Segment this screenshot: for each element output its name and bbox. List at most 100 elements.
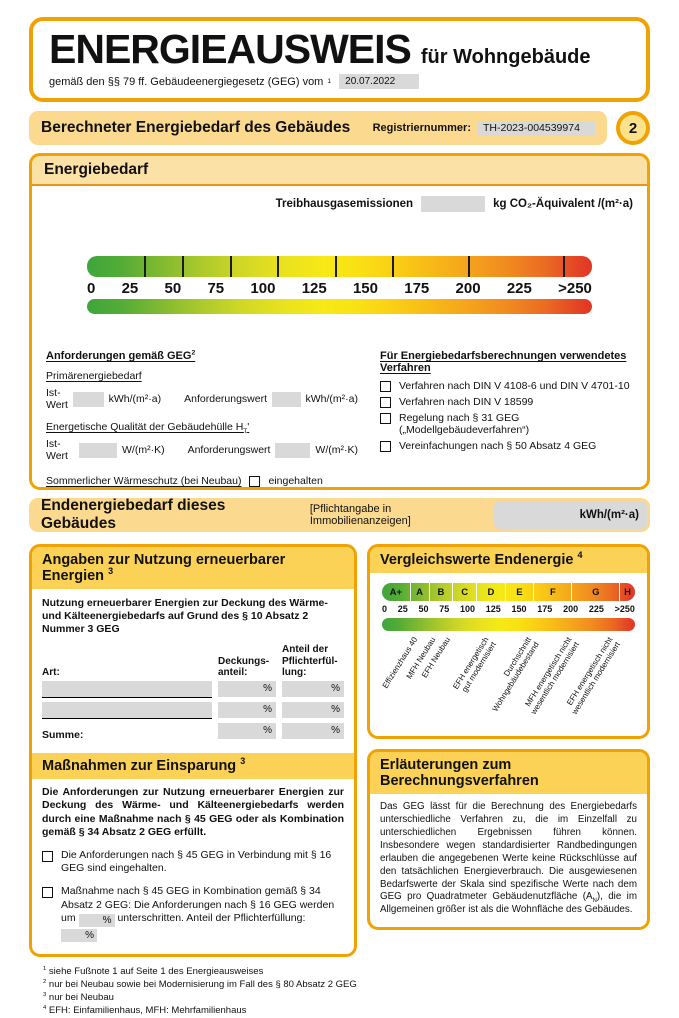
anforderungswert-label: Anforderungswert bbox=[184, 393, 268, 405]
summe-label: Summe: bbox=[42, 728, 84, 741]
scale-label: 50 bbox=[418, 604, 429, 614]
scale-label: 150 bbox=[352, 279, 378, 297]
pflichterfuellung-field-row2[interactable]: % bbox=[282, 701, 344, 718]
registriernummer-field[interactable]: TH-2023-004539974 bbox=[477, 120, 595, 136]
energiebedarf-box: Energiebedarf Treibhausgasemissionen kg … bbox=[29, 153, 650, 490]
scale-tick bbox=[563, 256, 565, 277]
title-row: ENERGIEAUSWEIS für Wohngebäude bbox=[49, 29, 630, 70]
erneuerbar-table: Art: Deckungs- anteil: Anteil der Pflich… bbox=[42, 644, 344, 743]
efficiency-class-bar: A+ A B C D E F G H bbox=[382, 583, 635, 601]
erneuerbar-body: Nutzung erneuerbarer Energien zur Deckun… bbox=[32, 589, 354, 753]
vergleichswerte-box: Vergleichswerte Endenergie 4 A+ A B C D … bbox=[367, 544, 650, 739]
pflichterfuellung-anteil-field[interactable]: % bbox=[61, 929, 97, 943]
marker-efh-gut-modernisiert: EFH energetisch gut modernisiert bbox=[450, 635, 498, 694]
pflichterfuellung-summe-field[interactable]: % bbox=[282, 722, 344, 739]
scale-tick bbox=[392, 256, 394, 277]
energy-scale-bar-bottom bbox=[87, 299, 592, 314]
law-reference-row: gemäß den §§ 79 ff. Gebäudeenergiegesetz… bbox=[49, 74, 630, 89]
unterschreitung-field[interactable]: % bbox=[78, 914, 115, 928]
percent-sign: % bbox=[263, 725, 272, 737]
registriernummer-group: Registriernummer: TH-2023-004539974 bbox=[372, 120, 595, 136]
art-field-row2[interactable] bbox=[42, 701, 212, 719]
pflichterfuellung-field-row1[interactable]: % bbox=[282, 680, 344, 697]
scale-label: 200 bbox=[455, 279, 481, 297]
verfahren-checkbox-4[interactable] bbox=[380, 441, 391, 452]
massnahme-item-label: Die Anforderungen nach § 45 GEG in Verbi… bbox=[61, 848, 332, 875]
verfahren-column: Für Energiebedarfsberechnungen verwendet… bbox=[380, 350, 633, 487]
scale-label: >250 bbox=[614, 604, 635, 614]
massnahme-checkbox-1[interactable] bbox=[42, 850, 53, 862]
document-title: ENERGIEAUSWEIS bbox=[49, 26, 412, 72]
percent-sign: % bbox=[263, 683, 272, 695]
scale-label: 225 bbox=[588, 604, 604, 614]
massnahmen-intro: Die Anforderungen zur Nutzung erneuerbar… bbox=[42, 785, 344, 839]
sommerlicher-waermeschutz-row: Sommerlicher Wärmeschutz (bei Neubau) ei… bbox=[46, 475, 358, 487]
endenergiebedarf-title: Endenergiebedarf dieses Gebäudes bbox=[41, 497, 226, 532]
geg-date-field[interactable]: 20.07.2022 bbox=[339, 74, 420, 89]
scale-label: 125 bbox=[485, 604, 501, 614]
class-segment: H bbox=[624, 586, 632, 598]
deckungsanteil-summe-field[interactable]: % bbox=[218, 722, 276, 739]
huelle-ist-wert-field[interactable] bbox=[78, 442, 117, 458]
document-title-suffix: für Wohngebäude bbox=[420, 46, 591, 68]
deckungsanteil-field-row2[interactable]: % bbox=[218, 701, 276, 718]
percent-sign: % bbox=[263, 704, 272, 716]
primaerenergiebedarf-label: Primärenergiebedarf bbox=[46, 370, 142, 382]
register-band-row: Berechneter Energiebedarf des Gebäudes R… bbox=[29, 111, 650, 145]
massnahme-item-label: Maßnahme nach § 45 GEG in Kombination ge… bbox=[61, 884, 335, 943]
class-segment: A bbox=[411, 583, 430, 601]
treibhausgas-unit: kg CO₂-Äquivalent /(m²·a) bbox=[493, 198, 633, 210]
huelle-anforderungswert-field[interactable] bbox=[275, 442, 311, 458]
verfahren-checkbox-2[interactable] bbox=[380, 397, 391, 408]
treibhausgas-row: Treibhausgasemissionen kg CO₂-Äquivalent… bbox=[32, 196, 633, 212]
ist-wert-label: Ist-Wert bbox=[46, 438, 68, 462]
verfahren-checkbox-1[interactable] bbox=[380, 381, 391, 392]
page-number-badge: 2 bbox=[616, 111, 650, 145]
energy-scale-bar-top bbox=[87, 256, 592, 277]
verfahren-item: Vereinfachungen nach § 50 Absatz 4 GEG bbox=[380, 440, 633, 452]
eingehalten-checkbox[interactable] bbox=[249, 475, 261, 487]
energieausweis-page: ENERGIEAUSWEIS für Wohngebäude gemäß den… bbox=[29, 17, 650, 1016]
scale-label: >250 bbox=[558, 279, 592, 297]
art-field-row1[interactable] bbox=[42, 680, 212, 698]
sommerlicher-waermeschutz-label: Sommerlicher Wärmeschutz (bei Neubau) bbox=[46, 475, 242, 487]
lower-columns: Angaben zur Nutzung erneuerbarer Energie… bbox=[29, 544, 650, 958]
scale-label: 125 bbox=[301, 279, 327, 297]
verfahren-checkbox-3[interactable] bbox=[380, 413, 391, 424]
class-segment: C bbox=[453, 583, 478, 601]
treibhausgas-field[interactable] bbox=[421, 196, 486, 212]
endenergiebedarf-field[interactable]: kWh/(m²·a) bbox=[493, 501, 647, 529]
col-header-pflichterfuellung: Anteil der Pflichterfül- lung: bbox=[282, 644, 338, 678]
huelle-ist-unit: W/(m²·K) bbox=[122, 444, 165, 456]
scale-label: 150 bbox=[511, 604, 527, 614]
scale-label: 75 bbox=[439, 604, 450, 614]
massnahmen-item-1: Die Anforderungen nach § 45 GEG in Verbi… bbox=[42, 849, 344, 876]
percent-sign: % bbox=[331, 683, 340, 695]
primaer-anforderungswert-field[interactable] bbox=[272, 391, 301, 407]
footnotes: 1 siehe Fußnote 1 auf Seite 1 des Energi… bbox=[43, 966, 650, 1017]
primaer-values-row: Ist-Wert kWh/(m²·a) Anforderungswert kWh… bbox=[46, 387, 358, 411]
deckungsanteil-field-row1[interactable]: % bbox=[218, 680, 276, 697]
scale-tick bbox=[229, 256, 232, 277]
eingehalten-label: eingehalten bbox=[268, 475, 323, 487]
scale-label: 100 bbox=[250, 279, 276, 297]
registriernummer-label: Registriernummer: bbox=[372, 122, 471, 134]
footnote-2: 2 nur bei Neubau sowie bei Modernisierun… bbox=[43, 978, 357, 991]
scale-label: 25 bbox=[397, 604, 408, 614]
primaer-ist-wert-field[interactable] bbox=[72, 391, 104, 407]
scale-tick bbox=[468, 256, 470, 277]
verfahren-item-label: Verfahren nach DIN V 4108-6 und DIN V 47… bbox=[399, 380, 630, 392]
footnote-1: 1 siehe Fußnote 1 auf Seite 1 des Energi… bbox=[43, 966, 264, 978]
energiebedarf-header: Energiebedarf bbox=[32, 156, 647, 186]
ist-wert-label: Ist-Wert bbox=[46, 387, 68, 411]
class-segment: D bbox=[477, 583, 506, 601]
massnahmen-item-2: Maßnahme nach § 45 GEG in Kombination ge… bbox=[42, 884, 344, 943]
massnahmen-header: Maßnahmen zur Einsparung 3 bbox=[32, 752, 354, 779]
massnahme-checkbox-2[interactable] bbox=[42, 886, 53, 898]
energy-scale: 0 25 50 75 100 125 150 175 200 225 >250 bbox=[87, 256, 592, 314]
col-header-art: Art: bbox=[42, 666, 60, 678]
band-title: Berechneter Energiebedarf des Gebäudes bbox=[41, 119, 351, 136]
pflichtangabe-note: [Pflichtangabe in Immobilienanzeigen] bbox=[309, 503, 411, 527]
footnote-3: 3 nur bei Neubau bbox=[43, 991, 114, 1003]
vergleich-markers: Effizienzhaus 40 MFH Neubau EFH Neubau E… bbox=[380, 634, 635, 730]
